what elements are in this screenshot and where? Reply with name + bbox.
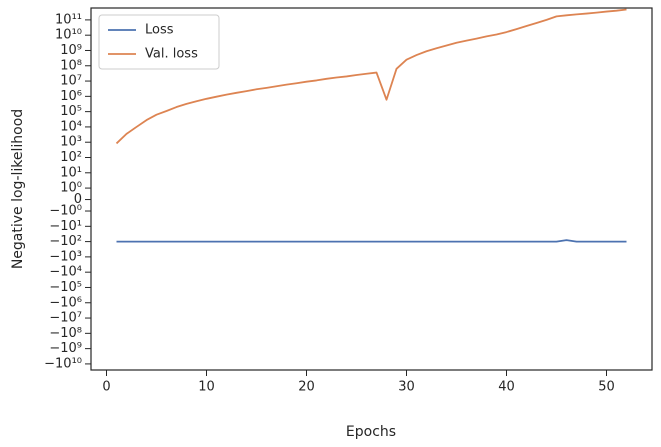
y-tick-label: −10³ <box>49 249 82 264</box>
y-tick-label: 10⁷ <box>60 74 82 89</box>
y-tick-label: −10⁹ <box>49 341 82 356</box>
y-tick-label: 10³ <box>60 135 82 150</box>
y-tick-label: −10⁴ <box>49 265 82 280</box>
legend-box <box>98 14 220 70</box>
y-tick-label: 10⁰ <box>60 181 82 196</box>
x-tick-label: 30 <box>398 380 415 395</box>
x-tick-label: 20 <box>298 380 315 395</box>
y-tick-label: 10⁴ <box>60 119 82 134</box>
x-tick-label: 10 <box>198 380 215 395</box>
y-tick-label: 10² <box>60 150 82 165</box>
legend-label: Loss <box>145 23 174 38</box>
series-line <box>115 8 627 145</box>
x-tick-label: 0 <box>102 380 110 395</box>
x-axis-label: Epochs <box>346 424 396 440</box>
y-tick-label: 0 <box>74 192 82 207</box>
y-tick-label: 10⁹ <box>60 43 82 58</box>
y-tick-label: −10¹ <box>49 219 82 234</box>
y-axis-label: Negative log-likelihood <box>10 109 26 269</box>
y-tick-label: 10⁶ <box>60 89 82 104</box>
plot-frame <box>90 7 653 371</box>
y-tick-label: −10¹⁰ <box>44 356 82 371</box>
series-line <box>116 239 627 243</box>
y-tick-label: −10⁰ <box>49 204 82 219</box>
y-tick-label: 10⁸ <box>60 58 82 73</box>
y-tick-label: 10¹ <box>60 165 82 180</box>
y-tick-label: 10¹⁰ <box>55 28 82 43</box>
y-tick-label: −10⁷ <box>49 311 82 326</box>
legend-label: Val. loss <box>145 47 198 62</box>
y-tick-label: 10⁵ <box>60 104 82 119</box>
x-tick-label: 40 <box>498 380 515 395</box>
x-tick-label: 50 <box>598 380 615 395</box>
y-tick-label: −10⁶ <box>49 295 82 310</box>
y-tick-label: 10¹¹ <box>55 12 82 27</box>
y-tick-label: −10⁵ <box>49 280 82 295</box>
y-tick-label: −10⁸ <box>49 326 82 341</box>
y-tick-label: −10² <box>49 234 82 249</box>
